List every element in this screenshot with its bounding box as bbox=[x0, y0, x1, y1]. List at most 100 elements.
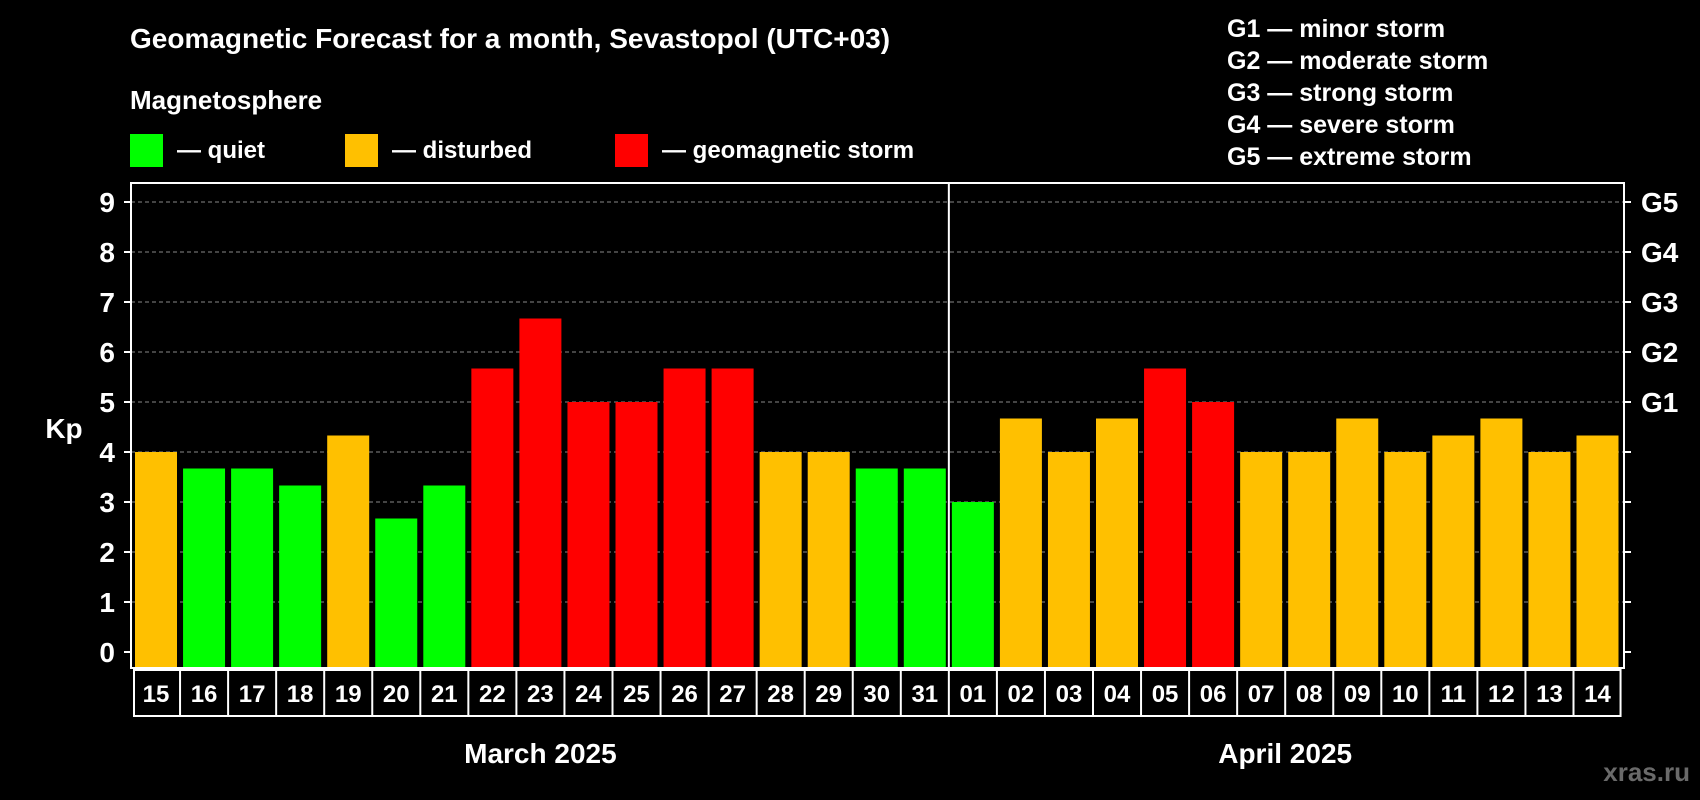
y-tick-label: 2 bbox=[99, 537, 115, 568]
bar-23 bbox=[519, 318, 562, 668]
legend-swatch-disturbed bbox=[345, 134, 378, 167]
y-tick-label: 5 bbox=[99, 387, 115, 418]
x-tick-label: 07 bbox=[1248, 681, 1275, 708]
y-tick-label: 1 bbox=[99, 587, 115, 618]
y-tick-label: 7 bbox=[99, 287, 115, 318]
storm-scale-item: G4 — severe storm bbox=[1227, 111, 1455, 139]
y-tick-label: 4 bbox=[99, 437, 115, 468]
axes: 0 1 2 3 4 5 6 7 8 9 G1 G2 G3 G4 G5 bbox=[99, 182, 1679, 669]
x-tick-label: 20 bbox=[383, 681, 410, 708]
bar-22 bbox=[471, 368, 514, 668]
x-tick-label: 14 bbox=[1584, 681, 1611, 708]
bar-03 bbox=[1047, 452, 1090, 668]
bar-11 bbox=[1432, 435, 1475, 668]
bar-07 bbox=[1240, 452, 1283, 668]
bar-06 bbox=[1192, 402, 1235, 668]
x-tick-label: 21 bbox=[431, 681, 458, 708]
bar-08 bbox=[1288, 452, 1331, 668]
bar-04 bbox=[1096, 418, 1138, 668]
legend: — quiet — disturbed — geomagnetic storm bbox=[130, 134, 914, 167]
y-tick-label: 0 bbox=[99, 637, 115, 668]
x-tick-label: 23 bbox=[527, 681, 554, 708]
y-tick-label: 6 bbox=[99, 337, 115, 368]
y-tick-label: 3 bbox=[99, 487, 115, 518]
g-scale-label-G2: G2 bbox=[1641, 337, 1678, 368]
bar-16 bbox=[183, 468, 226, 668]
storm-scale-item: G3 — strong storm bbox=[1227, 79, 1453, 107]
bar-17 bbox=[231, 468, 274, 668]
y-axis-label: Kp bbox=[45, 413, 82, 444]
x-tick-label: 16 bbox=[191, 681, 218, 708]
bar-18 bbox=[279, 485, 322, 668]
legend-title: Magnetosphere bbox=[130, 85, 322, 115]
x-tick-label: 09 bbox=[1344, 681, 1371, 708]
x-tick-label: 15 bbox=[143, 681, 170, 708]
bar-13 bbox=[1528, 452, 1571, 668]
g-scale-label-G3: G3 bbox=[1641, 287, 1678, 318]
storm-scale-item: G2 — moderate storm bbox=[1227, 47, 1488, 75]
x-tick-label: 03 bbox=[1056, 681, 1083, 708]
bar-10 bbox=[1384, 452, 1427, 668]
x-tick-label: 29 bbox=[815, 681, 842, 708]
month-label: March 2025 bbox=[464, 738, 617, 769]
x-tick-label: 06 bbox=[1200, 681, 1227, 708]
x-category-frame bbox=[133, 669, 1622, 717]
g-scale-label-G5: G5 bbox=[1641, 187, 1678, 218]
bars bbox=[135, 318, 1619, 668]
month-label: April 2025 bbox=[1218, 738, 1352, 769]
bar-27 bbox=[711, 368, 754, 668]
bar-01 bbox=[951, 502, 994, 668]
month-labels: March 2025 April 2025 bbox=[464, 738, 1352, 769]
bar-29 bbox=[807, 452, 850, 668]
bar-21 bbox=[423, 485, 466, 668]
bar-19 bbox=[327, 435, 370, 668]
x-tick-label: 01 bbox=[959, 681, 986, 708]
y-tick-label: 9 bbox=[99, 187, 115, 218]
legend-swatch-storm bbox=[615, 134, 648, 167]
x-tick-label: 18 bbox=[287, 681, 314, 708]
g-scale-label-G4: G4 bbox=[1641, 237, 1679, 268]
legend-label-storm: — geomagnetic storm bbox=[662, 137, 914, 164]
x-tick-label: 25 bbox=[623, 681, 650, 708]
plot-frame bbox=[130, 182, 1625, 669]
bar-15 bbox=[135, 452, 177, 668]
legend-swatch-quiet bbox=[130, 134, 163, 167]
x-tick-label: 26 bbox=[671, 681, 698, 708]
storm-scale-legend: G1 — minor storm G2 — moderate storm G3 — … bbox=[1227, 15, 1488, 171]
x-tick-label: 12 bbox=[1488, 681, 1515, 708]
x-tick-label: 28 bbox=[767, 681, 794, 708]
g-scale-label-G1: G1 bbox=[1641, 387, 1678, 418]
storm-scale-item: G1 — minor storm bbox=[1227, 15, 1445, 43]
x-tick-label: 10 bbox=[1392, 681, 1419, 708]
x-tick-label: 30 bbox=[863, 681, 890, 708]
bar-20 bbox=[375, 518, 418, 668]
x-tick-label: 11 bbox=[1441, 681, 1466, 708]
watermark: xras.ru bbox=[1603, 757, 1690, 787]
x-tick-label: 04 bbox=[1104, 681, 1131, 708]
x-tick-label: 02 bbox=[1008, 681, 1035, 708]
bar-25 bbox=[615, 402, 658, 668]
x-tick-label: 05 bbox=[1152, 681, 1179, 708]
bar-31 bbox=[903, 468, 946, 668]
bar-30 bbox=[855, 468, 898, 668]
x-tick-label: 08 bbox=[1296, 681, 1323, 708]
x-categories: 15 16 17 18 19 20 21 22 23 24 25 26 27 28 29 30 31 01 02 03… bbox=[133, 669, 1622, 717]
x-tick-label: 31 bbox=[911, 681, 938, 708]
bar-12 bbox=[1480, 418, 1523, 668]
storm-scale-item: G5 — extreme storm bbox=[1227, 143, 1472, 171]
x-tick-label: 13 bbox=[1536, 681, 1563, 708]
x-tick-label: 19 bbox=[335, 681, 362, 708]
bar-26 bbox=[663, 368, 706, 668]
chart-title: Geomagnetic Forecast for a month, Sevast… bbox=[130, 23, 890, 54]
bar-02 bbox=[999, 418, 1042, 668]
bar-05 bbox=[1144, 368, 1187, 668]
x-tick-label: 24 bbox=[575, 681, 602, 708]
x-tick-label: 22 bbox=[479, 681, 506, 708]
x-tick-label: 27 bbox=[719, 681, 746, 708]
legend-label-quiet: — quiet bbox=[177, 137, 265, 164]
bar-14 bbox=[1576, 435, 1619, 668]
bar-28 bbox=[759, 452, 802, 668]
bar-09 bbox=[1336, 418, 1379, 668]
x-tick-label: 17 bbox=[239, 681, 266, 708]
